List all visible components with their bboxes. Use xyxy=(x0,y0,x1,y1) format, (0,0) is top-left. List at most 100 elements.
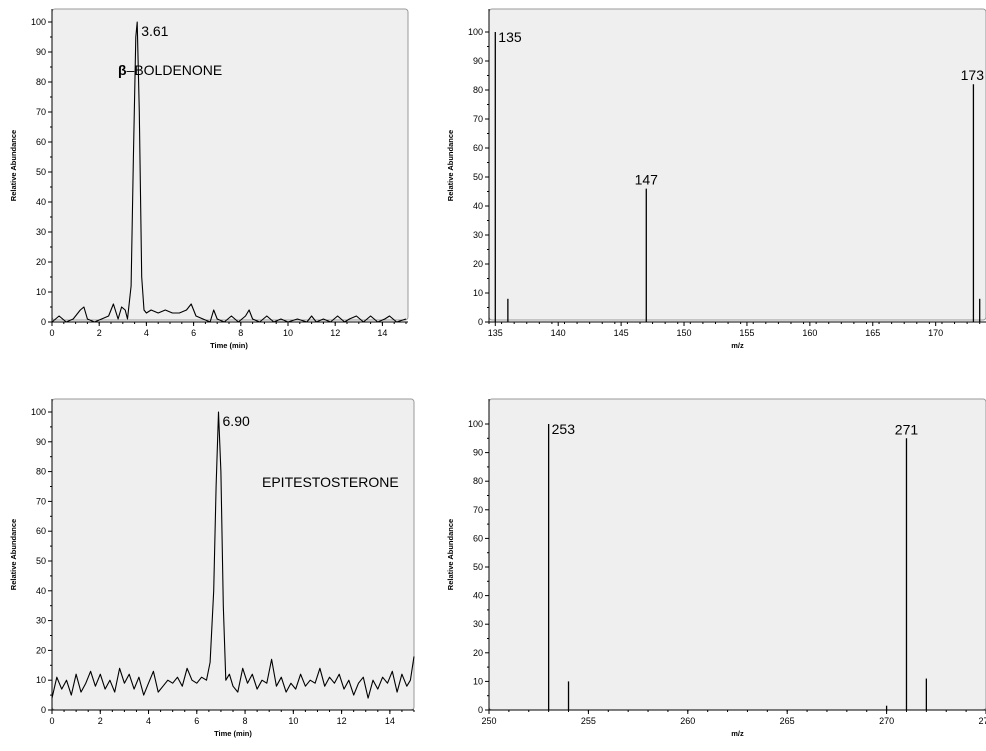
compound-label: β–BOLDENONE xyxy=(118,62,222,78)
y-tick-label: 40 xyxy=(36,586,46,596)
x-tick-label: 14 xyxy=(377,328,387,338)
x-tick-label: 265 xyxy=(780,716,795,726)
x-tick-label: 155 xyxy=(739,328,754,338)
y-tick-label: 70 xyxy=(36,107,46,117)
x-axis-label: m/z xyxy=(731,341,744,350)
x-tick-label: 8 xyxy=(238,328,243,338)
plot-background xyxy=(488,8,986,321)
plot-background xyxy=(51,8,409,321)
compound-label: EPITESTOSTERONE xyxy=(262,474,399,490)
y-tick-label: 90 xyxy=(473,56,483,66)
y-tick-label: 10 xyxy=(473,288,483,298)
y-tick-label: 100 xyxy=(31,407,46,417)
y-tick-label: 90 xyxy=(473,448,483,458)
x-axis-label: Time (min) xyxy=(214,729,252,738)
y-tick-label: 0 xyxy=(41,317,46,327)
x-axis-label: m/z xyxy=(731,729,744,738)
chromatogram-boldenone: 0 10 20 30 40 50 60 70 80 90 100 0 2 4 6 8 10 12 14 Time (m… xyxy=(0,0,420,375)
x-tick-label: 4 xyxy=(146,716,151,726)
mass-spectrum-boldenone: 0 10 20 30 40 50 60 70 80 90 100 135 140 145 150 155 160… xyxy=(440,0,986,375)
y-axis-label: Relative Abundance xyxy=(9,130,18,201)
peak-label: 253 xyxy=(552,421,576,437)
y-tick-label: 40 xyxy=(473,591,483,601)
chart-svg: 0 10 20 30 40 50 60 70 80 90 100 135 140 145 150 155 160… xyxy=(446,8,986,350)
y-tick-label: 80 xyxy=(36,77,46,87)
y-tick-label: 0 xyxy=(478,705,483,715)
y-tick-label: 100 xyxy=(31,17,46,27)
y-tick-label: 60 xyxy=(473,533,483,543)
peak-label: 173 xyxy=(961,67,985,83)
y-tick-label: 0 xyxy=(478,317,483,327)
y-tick-label: 40 xyxy=(473,201,483,211)
y-tick-label: 90 xyxy=(36,437,46,447)
peak-label: 3.61 xyxy=(141,23,168,39)
y-tick-label: 20 xyxy=(36,645,46,655)
y-tick-label: 30 xyxy=(473,619,483,629)
chart-svg: 0 10 20 30 40 50 60 70 80 90 100 0 2 4 6 8 10 12 14 Time (m… xyxy=(9,398,415,738)
x-tick-label: 165 xyxy=(865,328,880,338)
y-tick-label: 60 xyxy=(473,143,483,153)
x-tick-label: 255 xyxy=(581,716,596,726)
y-tick-label: 60 xyxy=(36,526,46,536)
x-tick-label: 135 xyxy=(488,328,503,338)
y-tick-label: 30 xyxy=(36,227,46,237)
y-tick-label: 100 xyxy=(468,27,483,37)
y-tick-label: 20 xyxy=(473,648,483,658)
peak-label: 135 xyxy=(498,29,522,45)
x-tick-label: 170 xyxy=(928,328,943,338)
chart-svg: 0 10 20 30 40 50 60 70 80 90 100 0 2 4 6 8 10 12 14 Time (m… xyxy=(9,8,409,350)
x-tick-label: 140 xyxy=(551,328,566,338)
y-tick-label: 70 xyxy=(473,114,483,124)
x-tick-label: 12 xyxy=(337,716,347,726)
x-tick-label: 14 xyxy=(385,716,395,726)
y-tick-label: 50 xyxy=(473,562,483,572)
x-tick-label: 2 xyxy=(97,328,102,338)
mass-spectrum-epitestosterone: 0 10 20 30 40 50 60 70 80 90 100 250 255 260 265 270 275… xyxy=(440,390,986,751)
x-tick-label: 0 xyxy=(49,328,54,338)
x-tick-label: 8 xyxy=(243,716,248,726)
x-tick-label: 250 xyxy=(481,716,496,726)
plot-background xyxy=(51,398,415,711)
chromatogram-trace xyxy=(51,21,407,323)
x-tick-label: 275 xyxy=(978,716,986,726)
y-tick-label: 20 xyxy=(36,257,46,267)
y-tick-label: 90 xyxy=(36,47,46,57)
y-tick-label: 70 xyxy=(473,505,483,515)
x-axis-label: Time (min) xyxy=(210,341,248,350)
compound-label-symbol: β xyxy=(118,62,127,78)
x-tick-label: 150 xyxy=(677,328,692,338)
x-tick-label: 6 xyxy=(191,328,196,338)
y-tick-label: 60 xyxy=(36,137,46,147)
chromatogram-trace xyxy=(51,411,415,699)
y-tick-label: 50 xyxy=(36,167,46,177)
y-tick-label: 30 xyxy=(36,616,46,626)
y-axis-label: Relative Abundance xyxy=(446,130,455,201)
y-tick-label: 40 xyxy=(36,197,46,207)
y-tick-label: 70 xyxy=(36,496,46,506)
x-tick-label: 4 xyxy=(144,328,149,338)
x-tick-label: 160 xyxy=(802,328,817,338)
y-tick-label: 0 xyxy=(41,705,46,715)
x-tick-label: 2 xyxy=(98,716,103,726)
peak-label: 147 xyxy=(635,172,659,188)
y-tick-label: 30 xyxy=(473,230,483,240)
chart-svg: 0 10 20 30 40 50 60 70 80 90 100 250 255 260 265 270 275… xyxy=(446,398,986,738)
y-tick-label: 20 xyxy=(473,259,483,269)
x-tick-label: 10 xyxy=(288,716,298,726)
compound-label-name: –BOLDENONE xyxy=(127,62,223,78)
y-axis-label: Relative Abundance xyxy=(9,519,18,590)
chromatogram-epitestosterone: 0 10 20 30 40 50 60 70 80 90 100 0 2 4 6 8 10 12 14 Time (m… xyxy=(0,390,420,751)
y-tick-label: 50 xyxy=(36,556,46,566)
compound-label-name: EPITESTOSTERONE xyxy=(262,474,399,490)
x-tick-label: 260 xyxy=(680,716,695,726)
y-tick-label: 10 xyxy=(36,675,46,685)
y-tick-label: 10 xyxy=(36,287,46,297)
y-tick-label: 100 xyxy=(468,419,483,429)
x-tick-label: 10 xyxy=(283,328,293,338)
y-tick-label: 10 xyxy=(473,676,483,686)
x-tick-label: 270 xyxy=(879,716,894,726)
x-tick-label: 145 xyxy=(614,328,629,338)
x-tick-label: 12 xyxy=(330,328,340,338)
y-tick-label: 50 xyxy=(473,172,483,182)
peak-label: 6.90 xyxy=(223,413,250,429)
